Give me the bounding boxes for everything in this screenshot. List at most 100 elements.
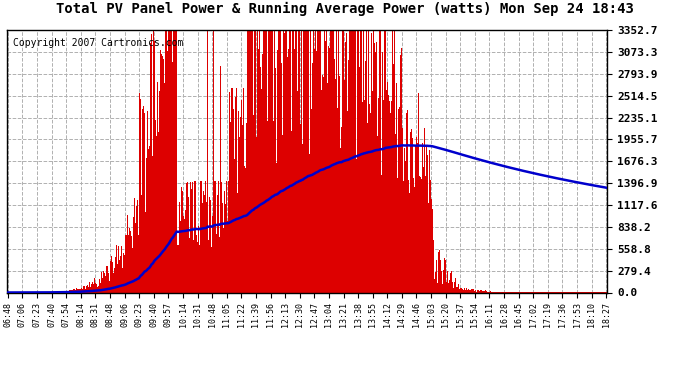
Bar [170, 30, 171, 292]
Bar [391, 101, 392, 292]
Bar [330, 30, 331, 292]
Bar [375, 52, 376, 292]
Bar [81, 288, 82, 292]
Bar [187, 183, 188, 292]
Bar [190, 182, 191, 292]
Bar [221, 182, 222, 292]
Bar [446, 282, 447, 292]
Bar [414, 187, 415, 292]
Bar [273, 121, 274, 292]
Bar [149, 147, 150, 292]
Bar [288, 49, 289, 292]
Bar [479, 291, 480, 292]
Bar [354, 30, 355, 292]
Bar [269, 30, 270, 292]
Bar [172, 62, 173, 292]
Bar [196, 235, 197, 292]
Bar [242, 125, 243, 292]
Bar [92, 282, 93, 292]
Bar [342, 30, 343, 292]
Bar [272, 30, 273, 292]
Bar [204, 195, 205, 292]
Bar [120, 256, 121, 292]
Bar [239, 137, 240, 292]
Bar [253, 115, 254, 292]
Bar [224, 191, 225, 292]
Bar [291, 131, 292, 292]
Bar [310, 30, 311, 292]
Bar [485, 290, 486, 292]
Bar [188, 197, 189, 292]
Bar [444, 258, 445, 292]
Bar [411, 129, 412, 292]
Bar [124, 255, 125, 292]
Bar [314, 49, 315, 292]
Bar [472, 289, 473, 292]
Bar [368, 30, 369, 292]
Bar [296, 30, 297, 292]
Bar [209, 197, 210, 292]
Bar [150, 43, 151, 292]
Bar [441, 271, 442, 292]
Bar [396, 83, 397, 292]
Bar [229, 92, 230, 292]
Bar [322, 75, 323, 292]
Bar [280, 30, 281, 292]
Bar [77, 289, 78, 292]
Text: Copyright 2007 Cartronics.com: Copyright 2007 Cartronics.com [13, 38, 184, 48]
Bar [248, 30, 249, 292]
Bar [155, 120, 156, 292]
Bar [115, 257, 116, 292]
Bar [358, 30, 359, 292]
Bar [454, 282, 455, 292]
Bar [255, 30, 256, 292]
Bar [210, 200, 211, 292]
Bar [424, 128, 425, 292]
Bar [171, 30, 172, 292]
Bar [71, 290, 72, 292]
Bar [197, 242, 198, 292]
Bar [418, 93, 419, 292]
Bar [211, 247, 212, 292]
Bar [434, 279, 435, 292]
Bar [438, 252, 439, 292]
Bar [390, 113, 391, 292]
Bar [355, 30, 356, 292]
Bar [306, 30, 307, 292]
Bar [466, 288, 467, 292]
Bar [241, 100, 242, 292]
Bar [139, 93, 140, 292]
Bar [191, 189, 192, 292]
Bar [302, 144, 303, 292]
Bar [62, 291, 63, 292]
Bar [419, 176, 420, 292]
Bar [388, 95, 389, 292]
Bar [301, 30, 302, 292]
Bar [356, 159, 357, 292]
Bar [138, 235, 139, 292]
Bar [158, 132, 159, 292]
Bar [275, 68, 276, 292]
Bar [216, 234, 217, 292]
Bar [361, 30, 362, 292]
Bar [173, 30, 174, 292]
Bar [130, 231, 131, 292]
Bar [324, 30, 325, 292]
Bar [317, 30, 318, 292]
Bar [469, 290, 470, 292]
Bar [99, 279, 100, 292]
Bar [175, 30, 176, 292]
Bar [245, 168, 246, 292]
Bar [362, 102, 363, 292]
Bar [226, 181, 227, 292]
Bar [421, 178, 422, 292]
Bar [387, 82, 388, 292]
Bar [298, 30, 299, 292]
Bar [131, 236, 132, 292]
Bar [389, 101, 390, 292]
Bar [338, 30, 339, 292]
Bar [126, 235, 127, 292]
Bar [293, 30, 294, 292]
Bar [385, 30, 386, 292]
Bar [104, 273, 105, 292]
